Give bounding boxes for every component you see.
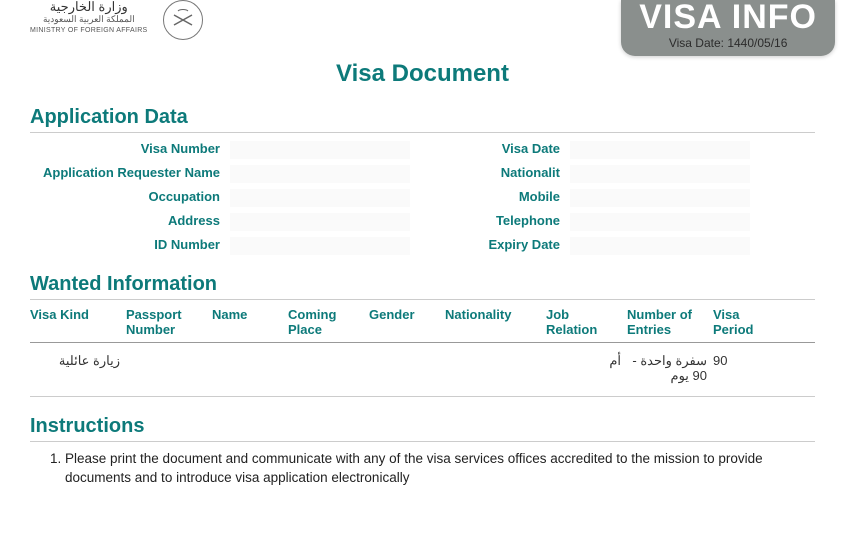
field-value <box>230 213 410 231</box>
document-title: Visa Document <box>0 60 845 88</box>
wanted-information-section: Wanted Information Visa Kind Passport Nu… <box>0 273 845 397</box>
field-label: Address <box>30 213 230 231</box>
field-value <box>230 165 410 183</box>
ministry-logo: وزارة الخارجية المملكة العربية السعودية … <box>30 0 148 35</box>
field-value <box>570 141 750 159</box>
col-header: Nationality <box>445 308 540 323</box>
field-label: Occupation <box>30 189 230 207</box>
field-label: Expiry Date <box>410 237 570 255</box>
field-label: Visa Number <box>30 141 230 159</box>
field-value <box>570 189 750 207</box>
col-header: Visa Kind <box>30 308 120 323</box>
badge-visa-date: Visa Date: 1440/05/16 <box>639 36 817 50</box>
instructions-list: Please print the document and communicat… <box>30 450 815 488</box>
field-label: Visa Date <box>410 141 570 159</box>
table-header: Visa Kind Passport Number Name Coming Pl… <box>30 308 815 343</box>
field-value <box>570 213 750 231</box>
field-value <box>570 237 750 255</box>
col-header: Job Relation <box>546 308 621 338</box>
visa-info-badge: VISA INFO Visa Date: 1440/05/16 <box>621 0 835 56</box>
field-label: Telephone <box>410 213 570 231</box>
instructions-heading: Instructions <box>30 415 815 442</box>
col-header: Name <box>212 308 282 323</box>
field-value <box>230 141 410 159</box>
application-data-section: Application Data Visa Number Visa Date A… <box>0 106 845 255</box>
col-header: Gender <box>369 308 439 323</box>
ministry-name-en: MINISTRY OF FOREIGN AFFAIRS <box>30 27 148 35</box>
field-value <box>230 237 410 255</box>
saudi-emblem-icon <box>163 0 203 40</box>
ministry-name-ar: وزارة الخارجية <box>50 0 128 14</box>
application-data-heading: Application Data <box>30 106 815 133</box>
col-header: Coming Place <box>288 308 363 338</box>
col-header: Visa Period <box>713 308 773 338</box>
field-value <box>570 165 750 183</box>
application-data-grid: Visa Number Visa Date Application Reques… <box>30 141 815 255</box>
col-header: Number of Entries <box>627 308 707 338</box>
wanted-table: Visa Kind Passport Number Name Coming Pl… <box>30 308 815 397</box>
wanted-information-heading: Wanted Information <box>30 273 815 300</box>
field-label: Application Requester Name <box>30 165 230 183</box>
instruction-item: Please print the document and communicat… <box>65 450 815 488</box>
cell-job-relation: أم <box>546 353 621 369</box>
ministry-subtitle-ar: المملكة العربية السعودية <box>43 15 135 25</box>
col-header: Passport Number <box>126 308 206 338</box>
table-row: زيارة عائلية أم سفرة واحدة - 90 يوم 90 <box>30 343 815 397</box>
field-label: ID Number <box>30 237 230 255</box>
cell-visa-kind: زيارة عائلية <box>30 353 120 369</box>
field-label: Nationalit <box>410 165 570 183</box>
cell-entries: سفرة واحدة - 90 يوم <box>627 353 707 384</box>
field-value <box>230 189 410 207</box>
instructions-section: Instructions Please print the document a… <box>0 415 845 488</box>
badge-title: VISA INFO <box>639 0 817 34</box>
cell-visa-period: 90 <box>713 353 773 369</box>
field-label: Mobile <box>410 189 570 207</box>
